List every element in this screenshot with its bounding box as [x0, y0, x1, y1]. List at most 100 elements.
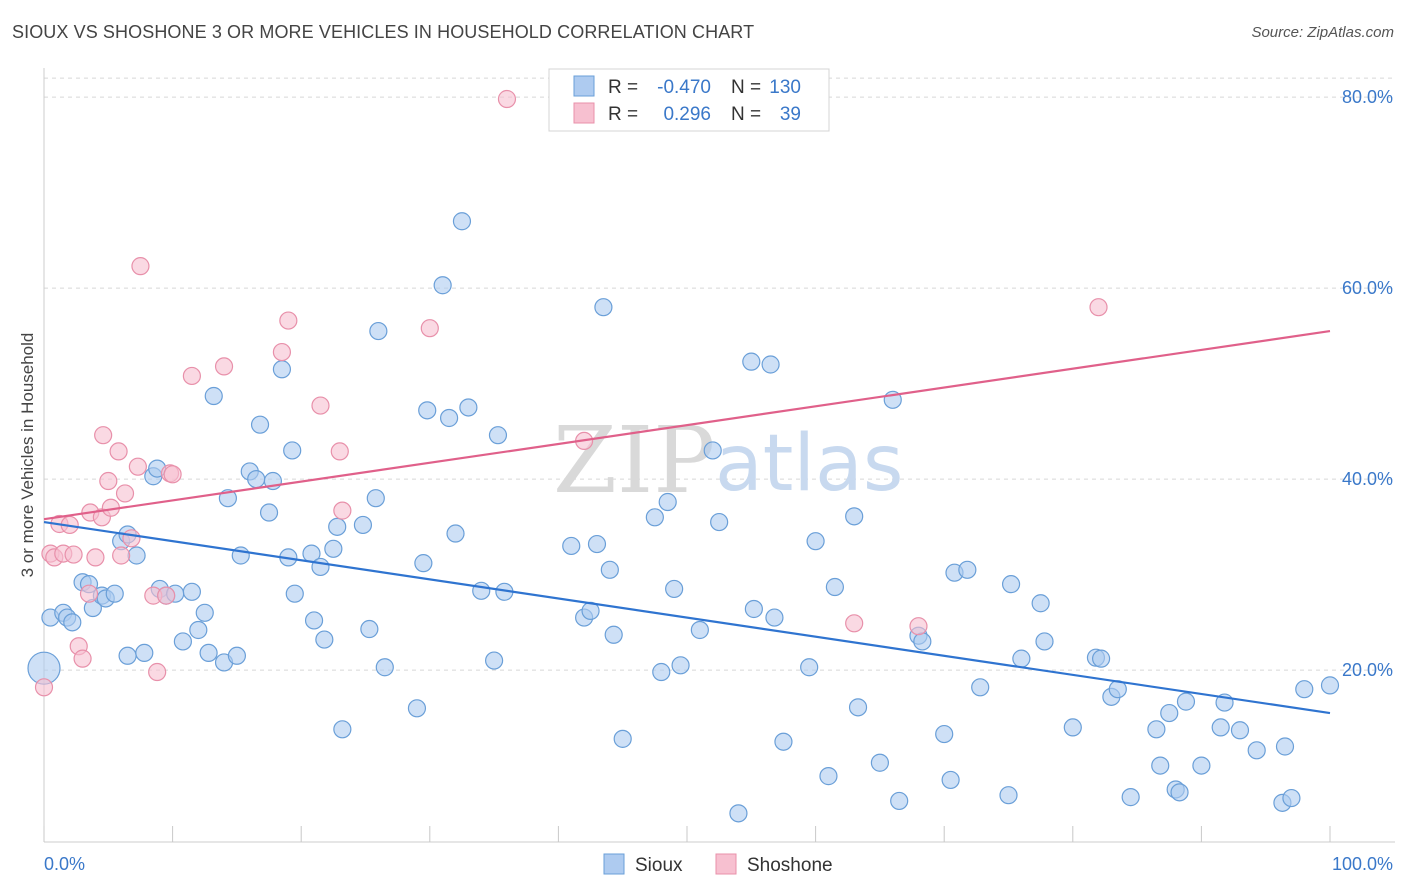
y-axis-label: 3 or more Vehicles in Household — [18, 333, 37, 578]
bottom-legend-swatch-sioux — [603, 853, 625, 875]
sioux-point — [594, 298, 613, 317]
sioux-point — [729, 804, 748, 823]
sioux-point — [671, 656, 690, 675]
shoshone-point — [214, 357, 234, 376]
shoshone-point — [86, 548, 105, 567]
sioux-point — [774, 732, 793, 751]
shoshone-points — [34, 89, 1108, 697]
source-label: Source: ZipAtlas.com — [1251, 24, 1394, 41]
grid-lines — [44, 77, 1395, 671]
sioux-point — [366, 489, 385, 508]
shoshone-point — [330, 442, 349, 461]
shoshone-point — [122, 529, 141, 548]
y-tick-label: 60.0% — [1342, 278, 1393, 298]
bottom-legend-label-sioux: Sioux — [635, 855, 683, 876]
sioux-point — [999, 786, 1018, 805]
sioux-point — [806, 532, 825, 551]
sioux-point — [562, 536, 581, 556]
bottom-legend-swatch-shoshone — [715, 853, 737, 875]
legend-swatch-sioux — [573, 75, 595, 97]
sioux-point — [1211, 718, 1230, 737]
shoshone-point — [157, 586, 176, 605]
sioux-point — [285, 584, 304, 603]
sioux-point — [250, 415, 270, 434]
shoshone-point — [845, 614, 864, 633]
legend-swatch-shoshone — [573, 102, 595, 124]
shoshone-point — [909, 617, 928, 636]
sioux-point — [199, 643, 218, 663]
sioux-point — [283, 441, 302, 460]
sioux-point — [587, 534, 607, 554]
sioux-point — [315, 630, 334, 649]
sioux-point — [1147, 720, 1166, 739]
sioux-point — [105, 584, 124, 603]
sioux-point — [304, 611, 324, 630]
sioux-point — [195, 603, 214, 622]
shoshone-trend-line — [43, 329, 1331, 521]
sioux-point — [418, 401, 437, 420]
sioux-point — [819, 767, 838, 786]
sioux-trend-line — [43, 520, 1331, 715]
sioux-point — [433, 276, 452, 295]
sioux-point — [227, 646, 246, 665]
sioux-point — [259, 503, 279, 522]
sioux-point — [710, 512, 729, 532]
sioux-point — [439, 408, 459, 428]
trend-lines — [43, 329, 1331, 715]
sioux-point — [446, 524, 465, 543]
shoshone-point — [420, 319, 439, 338]
shoshone-point — [148, 662, 167, 682]
sioux-point — [333, 720, 352, 739]
sioux-point — [1275, 737, 1295, 756]
watermark-zip: ZIP — [553, 407, 715, 514]
sioux-point — [311, 557, 330, 577]
sioux-point — [845, 507, 864, 526]
sioux-point — [247, 470, 266, 489]
stats-legend-box — [548, 68, 830, 132]
sioux-point — [204, 386, 223, 406]
sioux-point — [328, 517, 347, 536]
shoshone-point — [112, 546, 131, 565]
sioux-point — [488, 426, 508, 445]
sioux-point — [1170, 783, 1189, 802]
sioux-point — [63, 613, 82, 632]
x-tick-label-max: 100.0% — [1332, 854, 1393, 874]
sioux-point — [600, 560, 619, 579]
shoshone-point — [99, 471, 118, 491]
sioux-point — [324, 539, 343, 558]
shoshone-point — [182, 366, 201, 386]
sioux-point — [658, 492, 677, 512]
sioux-point — [1160, 703, 1179, 723]
sioux-point — [1282, 788, 1301, 808]
sioux-point — [1001, 575, 1021, 594]
legend-n-label-sioux: N = — [731, 77, 761, 98]
sioux-point — [971, 678, 990, 697]
sioux-point — [690, 620, 709, 640]
sioux-point — [182, 582, 201, 601]
legend-n-label-shoshone: N = — [731, 104, 761, 125]
sioux-point — [272, 360, 292, 379]
sioux-point — [958, 560, 977, 579]
y-tick-label: 20.0% — [1342, 660, 1393, 680]
legend-r-label-sioux: R = — [608, 77, 638, 98]
sioux-point — [1012, 649, 1031, 668]
shoshone-point — [64, 545, 83, 564]
shoshone-point — [163, 465, 182, 484]
sioux-point — [761, 355, 780, 374]
y-tick-labels: 20.0% 40.0% 60.0% 80.0% — [1342, 87, 1393, 680]
legend-n-value-sioux: 130 — [769, 77, 801, 98]
sioux-point — [941, 770, 960, 790]
stats-legend: R = -0.470 N = 130 R = 0.296 N = 39 — [548, 68, 830, 132]
sioux-point — [414, 554, 433, 573]
shoshone-point — [34, 678, 54, 697]
sioux-point — [485, 651, 504, 670]
sioux-point — [118, 646, 137, 665]
sioux-point — [825, 577, 844, 597]
sioux-point — [1320, 676, 1340, 695]
sioux-point — [652, 662, 671, 682]
sioux-point — [459, 398, 478, 417]
sioux-point — [1230, 721, 1250, 740]
sioux-point — [189, 620, 208, 640]
shoshone-point — [497, 89, 517, 109]
